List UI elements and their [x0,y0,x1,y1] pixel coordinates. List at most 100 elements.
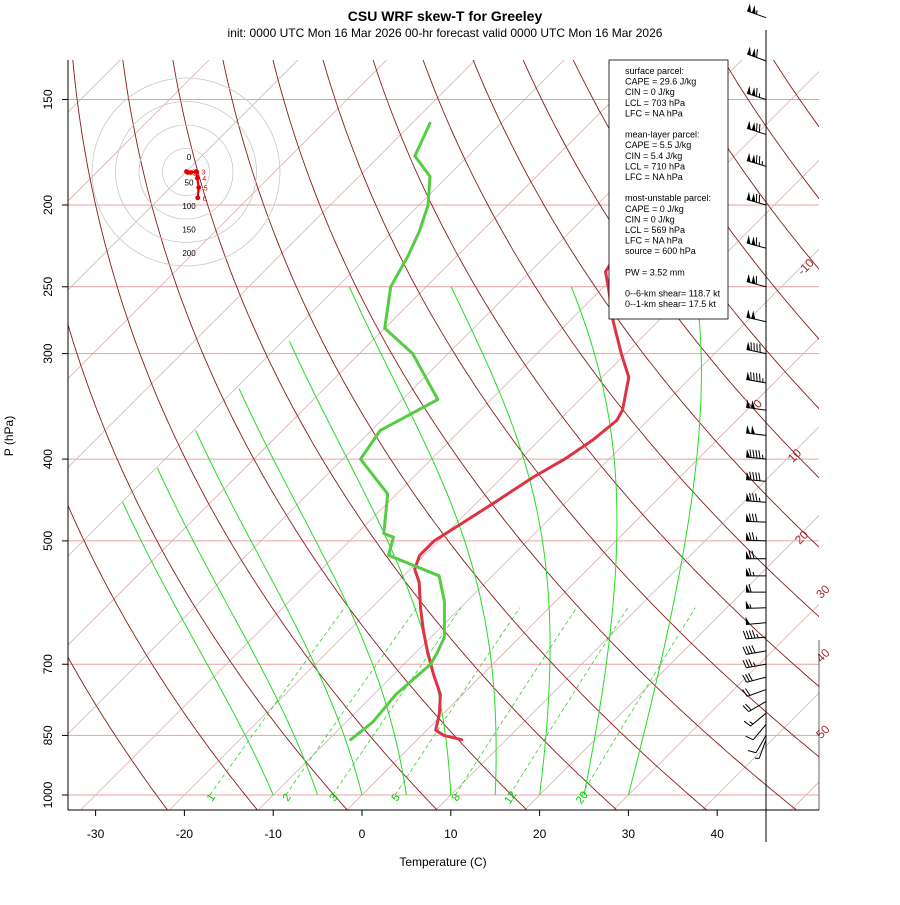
barb-flag [747,3,751,12]
wind-barb [746,449,766,459]
barb-feather [746,736,753,740]
y-tick-label: 150 [41,89,55,109]
info-line: most-unstable parcel: [625,193,711,203]
barb-flag [752,5,756,14]
x-tick-label: -20 [176,827,194,841]
isotherm [0,0,692,813]
isotherm-label: 40 [813,646,833,666]
barb-flag [747,47,751,56]
barb-flag [747,153,751,162]
info-line: surface parcel: [625,66,684,76]
moist-adiabat [290,341,451,795]
barb-staff [747,317,766,321]
barb-half-feather [756,537,757,541]
barb-feather [743,647,746,655]
hodograph-height-label: 5 [204,186,208,193]
barb-feather [750,493,751,501]
wind-barb [748,735,766,752]
hodograph-height-label: 6 [203,196,207,203]
dry-adiabat [68,0,440,813]
barb-flag [752,193,756,202]
wind-barb [746,493,766,502]
wind-barb [743,630,766,639]
dry-adiabat [0,0,260,813]
isotherm [0,0,337,813]
isotherm [0,0,515,813]
barb-flag [752,237,756,246]
isotherm [699,0,900,813]
wind-barb [746,425,766,435]
x-tick-label: 30 [622,827,636,841]
barb-feather [750,449,751,457]
barb-feather [746,631,749,639]
wind-barb [746,372,766,383]
x-tick-label: -10 [265,827,283,841]
barb-feather [759,473,760,481]
mixing-ratio-line [455,608,576,795]
dry-adiabat [702,0,900,813]
info-line: PW = 3.52 mm [625,267,685,277]
x-tick-label: 20 [533,827,547,841]
barb-feather [746,660,749,668]
mixing-ratio-label: 20 [574,789,591,806]
info-line: CIN = 5.4 J/kg [625,151,682,161]
barb-flag [747,235,751,244]
barb-feather [754,373,755,381]
barb-feather [756,494,757,502]
isotherm [0,0,426,813]
barb-feather [749,646,752,654]
chart-subtitle: init: 0000 UTC Mon 16 Mar 2026 00-hr for… [228,26,663,40]
wind-barb [746,584,766,592]
barb-feather [752,645,755,653]
wind-barb [743,674,766,683]
barb-flag [745,616,750,624]
y-tick-label: 400 [41,449,55,469]
mixing-ratio-line [210,608,345,795]
dry-adiabat [747,0,900,813]
info-line: LFC = NA hPa [625,236,683,246]
barb-feather [756,88,757,96]
moist-adiabat [196,431,362,796]
barb-feather [760,374,761,382]
y-tick-label: 850 [41,725,55,745]
wind-barb [743,702,766,712]
barb-flag [747,309,751,318]
barb-feather [759,450,760,458]
mixing-ratio-label: 12 [502,789,519,806]
x-tick-label: 10 [444,827,458,841]
barb-feather [743,631,746,639]
barb-flag [747,86,751,95]
x-tick-label: -30 [87,827,105,841]
hodograph-ring-label: 50 [185,179,194,188]
barb-feather [757,373,758,381]
hodograph-point [195,176,200,181]
info-line: mean-layer parcel: [625,130,700,140]
barb-half-feather [750,722,753,724]
info-line: LCL = 569 hPa [625,225,685,235]
barb-flag [752,275,756,284]
barb-feather [752,514,754,522]
dry-adiabat [838,0,900,813]
barb-flag [751,426,755,434]
barb-flag [747,121,751,130]
barb-flag [746,372,750,381]
dry-adiabat [294,0,890,813]
wind-barb [746,342,766,354]
isotherm-label: 30 [813,582,833,602]
barb-flag [752,122,756,131]
wind-barb [747,47,766,61]
isotherm-label: -10 [795,256,817,278]
isotherm [0,0,248,813]
barb-half-feather [762,455,763,459]
info-line: CAPE = 5.5 J/kg [625,140,691,150]
dry-adiabat [792,0,900,813]
wind-barb [746,532,766,541]
wind-barb [746,513,766,522]
barb-feather [753,472,754,480]
barb-staff [753,724,766,739]
barb-staff [746,480,766,482]
info-line: LCL = 703 hPa [625,98,685,108]
wind-barb [746,472,766,482]
barb-feather [751,372,752,380]
